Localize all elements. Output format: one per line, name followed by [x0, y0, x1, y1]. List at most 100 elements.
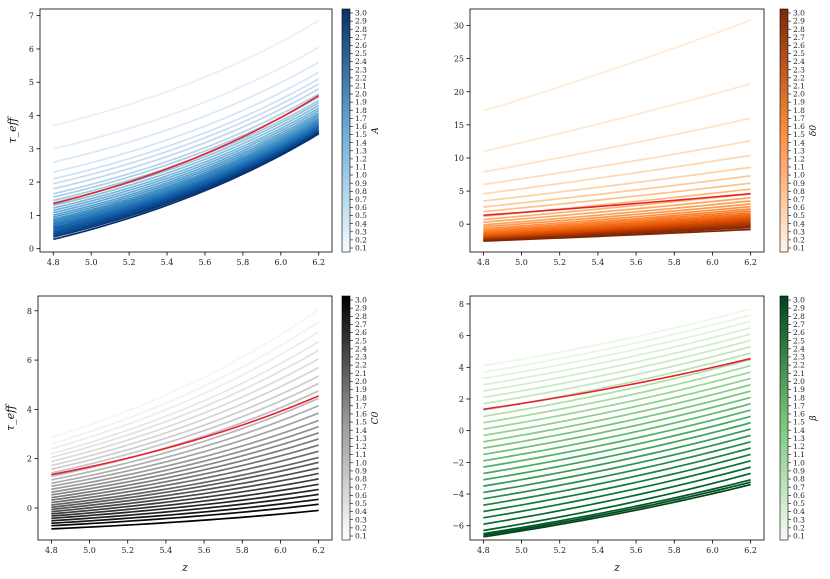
y-tick-label: 4	[459, 363, 464, 372]
colorbar-tick-label: 0.5	[793, 211, 805, 220]
colorbar-tick-label: 0.1	[793, 532, 805, 541]
series-line	[53, 116, 320, 218]
series-line	[51, 493, 319, 522]
series-line	[483, 396, 751, 456]
colorbar-tick-label: 1.4	[793, 138, 805, 147]
colorbar-tick-label: 1.2	[793, 442, 805, 451]
colorbar-tick-label: 1.8	[355, 393, 367, 402]
series-line	[51, 340, 320, 455]
series-line	[483, 117, 751, 173]
series-line	[483, 459, 751, 519]
colorbar-tick-label: 0.9	[793, 466, 805, 475]
x-tick-label: 5.4	[592, 546, 605, 555]
colorbar-tick-label: 2.7	[355, 320, 367, 329]
colorbar-tick-label: 1.3	[793, 146, 805, 155]
colorbar-tick-label: 0.1	[355, 244, 367, 253]
y-tick-label: 5	[459, 187, 464, 196]
colorbar: 0.10.20.30.40.50.60.70.80.91.01.11.21.31…	[779, 296, 819, 541]
x-axis-label: z	[181, 561, 188, 574]
series-line	[483, 208, 751, 232]
colorbar-label: δ0	[809, 125, 819, 136]
x-tick-label: 5.0	[85, 258, 98, 267]
y-tick-label: 3	[29, 145, 34, 154]
y-tick-label: 6	[27, 356, 32, 365]
series-line	[483, 402, 751, 462]
axes-frame	[37, 295, 333, 541]
series-line	[51, 478, 319, 515]
y-tick-label: 1	[29, 211, 34, 220]
colorbar-tick-label: 2.8	[793, 312, 805, 321]
colorbar-tick-label: 2.6	[355, 328, 367, 337]
y-tick-label: 30	[454, 22, 464, 31]
y-tick-label: 6	[29, 45, 34, 54]
series-line	[51, 308, 320, 439]
colorbar-tick-label: 3.0	[793, 9, 805, 18]
reference-line	[51, 395, 319, 476]
y-tick-label: 6	[459, 332, 464, 341]
y-tick-label: 20	[454, 88, 464, 97]
y-tick-label: 7	[29, 12, 34, 21]
x-tick-label: 5.6	[630, 258, 643, 267]
colorbar-tick-label: 1.4	[793, 426, 805, 435]
colorbar-tick-label: 0.6	[793, 203, 805, 212]
colorbar-tick-label: 2.0	[793, 90, 805, 99]
x-tick-label: 6.0	[706, 258, 719, 267]
y-tick-label: 25	[454, 55, 464, 64]
colorbar-tick-label: 0.3	[793, 227, 805, 236]
series-line	[51, 397, 319, 481]
series-line	[53, 104, 320, 207]
y-tick-label: −6	[452, 522, 464, 531]
x-tick-label: 5.4	[161, 258, 174, 267]
colorbar-tick-label: 2.8	[793, 25, 805, 34]
colorbar-tick-label: 1.0	[355, 171, 367, 180]
series-line	[483, 415, 751, 475]
colorbar-tick-label: 2.3	[355, 65, 367, 74]
y-tick-label: 0	[459, 427, 464, 436]
colorbar-tick-label: 0.6	[355, 203, 367, 212]
series-line	[51, 503, 319, 527]
y-tick-label: 4	[29, 112, 34, 121]
series-line	[53, 119, 320, 222]
series-line	[53, 127, 320, 230]
series-line	[51, 425, 319, 494]
series-line	[53, 132, 320, 238]
colorbar-tick-label: 1.0	[793, 171, 805, 180]
reference-line	[483, 357, 751, 411]
series-line	[483, 453, 751, 513]
colorbar-tick-label: 2.2	[793, 361, 805, 370]
series-line	[483, 358, 751, 418]
colorbar-tick-label: 3.0	[793, 296, 805, 305]
series-line	[51, 483, 319, 517]
colorbar-tick-label: 1.7	[793, 401, 805, 410]
series-line	[51, 450, 319, 504]
series-line	[51, 358, 320, 463]
series-line	[53, 78, 320, 180]
colorbar-tick-label: 2.3	[793, 65, 805, 74]
colorbar-tick-label: 0.2	[355, 523, 367, 532]
series-line	[51, 366, 320, 467]
panel-bottom-left: 4.8 5.0 5.2 5.4 5.6 5.8 6.0 6.202468τ_effz0.10.…	[4, 295, 381, 574]
colorbar-tick-label: 1.5	[793, 130, 805, 139]
series-line	[51, 488, 319, 520]
colorbar-tick-label: 2.5	[793, 336, 805, 345]
x-tick-label: 6.2	[744, 546, 757, 555]
series-line	[51, 375, 320, 471]
y-tick-label: 8	[27, 307, 32, 316]
series-line	[483, 333, 751, 392]
series-line	[483, 139, 751, 186]
colorbar-tick-label: 2.2	[793, 73, 805, 82]
y-tick-label: 5	[29, 78, 34, 87]
series-line	[53, 118, 320, 220]
series-line	[483, 182, 751, 213]
colorbar-tick-label: 0.7	[355, 195, 367, 204]
series-line	[53, 123, 320, 225]
series-line	[51, 419, 319, 491]
x-tick-label: 6.2	[312, 258, 325, 267]
colorbar-tick-label: 0.4	[793, 219, 805, 228]
y-tick-label: 4	[27, 405, 32, 414]
series-line	[483, 383, 751, 443]
y-tick-label: 2	[27, 455, 32, 464]
x-tick-label: 4.8	[477, 546, 490, 555]
colorbar-tick-label: 1.6	[355, 122, 367, 131]
